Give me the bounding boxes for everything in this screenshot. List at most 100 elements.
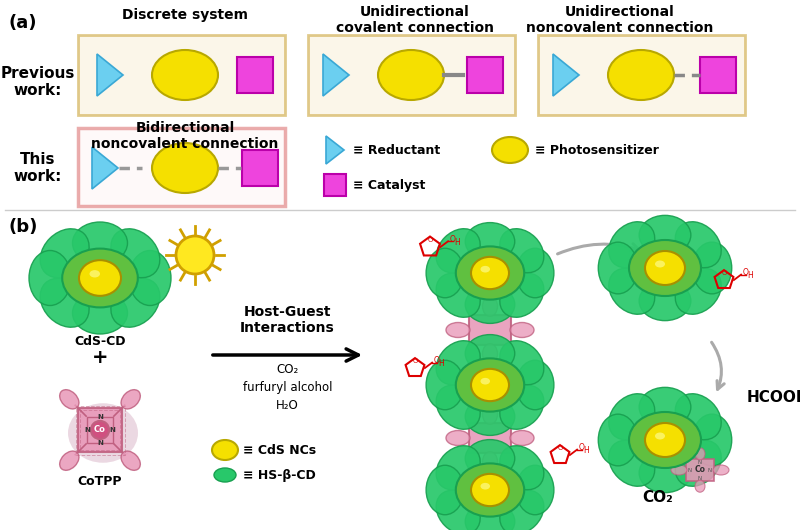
Ellipse shape — [492, 137, 528, 163]
Bar — [700, 57, 736, 93]
Ellipse shape — [40, 229, 89, 278]
Bar — [308, 35, 515, 115]
Ellipse shape — [639, 387, 691, 427]
Ellipse shape — [639, 215, 691, 255]
Ellipse shape — [456, 463, 524, 517]
Bar — [324, 174, 346, 196]
Text: H: H — [454, 238, 461, 247]
Ellipse shape — [481, 483, 490, 490]
Ellipse shape — [675, 222, 722, 268]
Text: Unidirectional
covalent connection: Unidirectional covalent connection — [336, 5, 494, 35]
Ellipse shape — [214, 468, 236, 482]
Ellipse shape — [466, 439, 514, 478]
Ellipse shape — [510, 322, 534, 338]
Circle shape — [91, 421, 109, 439]
Text: O: O — [579, 443, 585, 452]
Text: This
work:: This work: — [14, 152, 62, 184]
Text: Co: Co — [694, 465, 706, 474]
Text: O: O — [743, 268, 749, 277]
Ellipse shape — [692, 414, 732, 466]
Ellipse shape — [60, 390, 79, 409]
Ellipse shape — [500, 490, 544, 530]
Text: O: O — [722, 270, 726, 276]
Bar — [467, 57, 503, 93]
Text: N: N — [708, 467, 712, 473]
Ellipse shape — [446, 322, 470, 338]
Text: H: H — [747, 271, 753, 280]
Ellipse shape — [436, 385, 480, 429]
Ellipse shape — [40, 278, 89, 327]
Ellipse shape — [466, 223, 514, 260]
Ellipse shape — [675, 440, 722, 486]
Text: CO₂
furfuryl alcohol
H₂O: CO₂ furfuryl alcohol H₂O — [242, 363, 332, 412]
Text: H: H — [583, 446, 589, 455]
Text: Unidirectional
noncovalent connection: Unidirectional noncovalent connection — [526, 5, 714, 35]
Bar — [78, 128, 285, 206]
Ellipse shape — [692, 242, 732, 294]
Text: HCOOH: HCOOH — [747, 391, 800, 405]
Ellipse shape — [378, 50, 444, 100]
Ellipse shape — [655, 432, 665, 439]
Ellipse shape — [466, 286, 514, 323]
Ellipse shape — [68, 403, 138, 463]
Ellipse shape — [60, 451, 79, 470]
Ellipse shape — [500, 273, 544, 317]
Ellipse shape — [471, 474, 509, 506]
Ellipse shape — [436, 341, 480, 385]
Ellipse shape — [471, 257, 509, 289]
Ellipse shape — [426, 360, 464, 410]
Text: Previous
work:: Previous work: — [1, 66, 75, 98]
Text: Host-Guest
Interactions: Host-Guest Interactions — [240, 305, 335, 335]
Ellipse shape — [466, 334, 514, 373]
Ellipse shape — [629, 412, 701, 468]
Ellipse shape — [675, 268, 722, 314]
Ellipse shape — [695, 448, 705, 460]
Ellipse shape — [481, 378, 490, 385]
Ellipse shape — [212, 440, 238, 460]
Ellipse shape — [598, 414, 638, 466]
Bar — [469, 315, 511, 344]
Text: ≡ HS-β-CD: ≡ HS-β-CD — [243, 469, 316, 481]
Ellipse shape — [482, 296, 498, 316]
Ellipse shape — [90, 270, 100, 278]
Ellipse shape — [609, 394, 654, 440]
Ellipse shape — [436, 446, 480, 490]
Ellipse shape — [176, 236, 214, 274]
Ellipse shape — [645, 423, 685, 457]
Text: O: O — [412, 358, 418, 364]
Ellipse shape — [111, 278, 160, 327]
Ellipse shape — [695, 480, 705, 492]
Ellipse shape — [79, 260, 121, 296]
Ellipse shape — [675, 394, 722, 440]
Text: CoTPP: CoTPP — [78, 475, 122, 488]
Ellipse shape — [129, 251, 171, 305]
Bar — [78, 408, 122, 453]
Ellipse shape — [516, 465, 554, 515]
Ellipse shape — [598, 242, 638, 294]
Ellipse shape — [121, 451, 140, 470]
Ellipse shape — [466, 398, 514, 436]
Text: Co: Co — [94, 426, 106, 435]
Text: N: N — [97, 439, 103, 446]
Bar — [538, 35, 745, 115]
Bar — [87, 418, 113, 443]
Text: N: N — [688, 467, 692, 473]
Ellipse shape — [500, 446, 544, 490]
Ellipse shape — [456, 246, 524, 299]
Ellipse shape — [516, 248, 554, 298]
Polygon shape — [323, 54, 349, 96]
Text: ≡ Photosensitizer: ≡ Photosensitizer — [535, 144, 659, 156]
Text: Discrete system: Discrete system — [122, 8, 248, 22]
Ellipse shape — [62, 249, 138, 307]
Text: ≡ CdS NCs: ≡ CdS NCs — [243, 444, 316, 456]
Polygon shape — [97, 54, 123, 96]
Text: N: N — [698, 475, 702, 481]
Text: N: N — [698, 460, 702, 464]
Ellipse shape — [516, 360, 554, 410]
Ellipse shape — [639, 281, 691, 321]
Ellipse shape — [500, 229, 544, 273]
Bar — [469, 423, 511, 453]
Ellipse shape — [152, 143, 218, 193]
Ellipse shape — [446, 430, 470, 446]
Ellipse shape — [111, 229, 160, 278]
